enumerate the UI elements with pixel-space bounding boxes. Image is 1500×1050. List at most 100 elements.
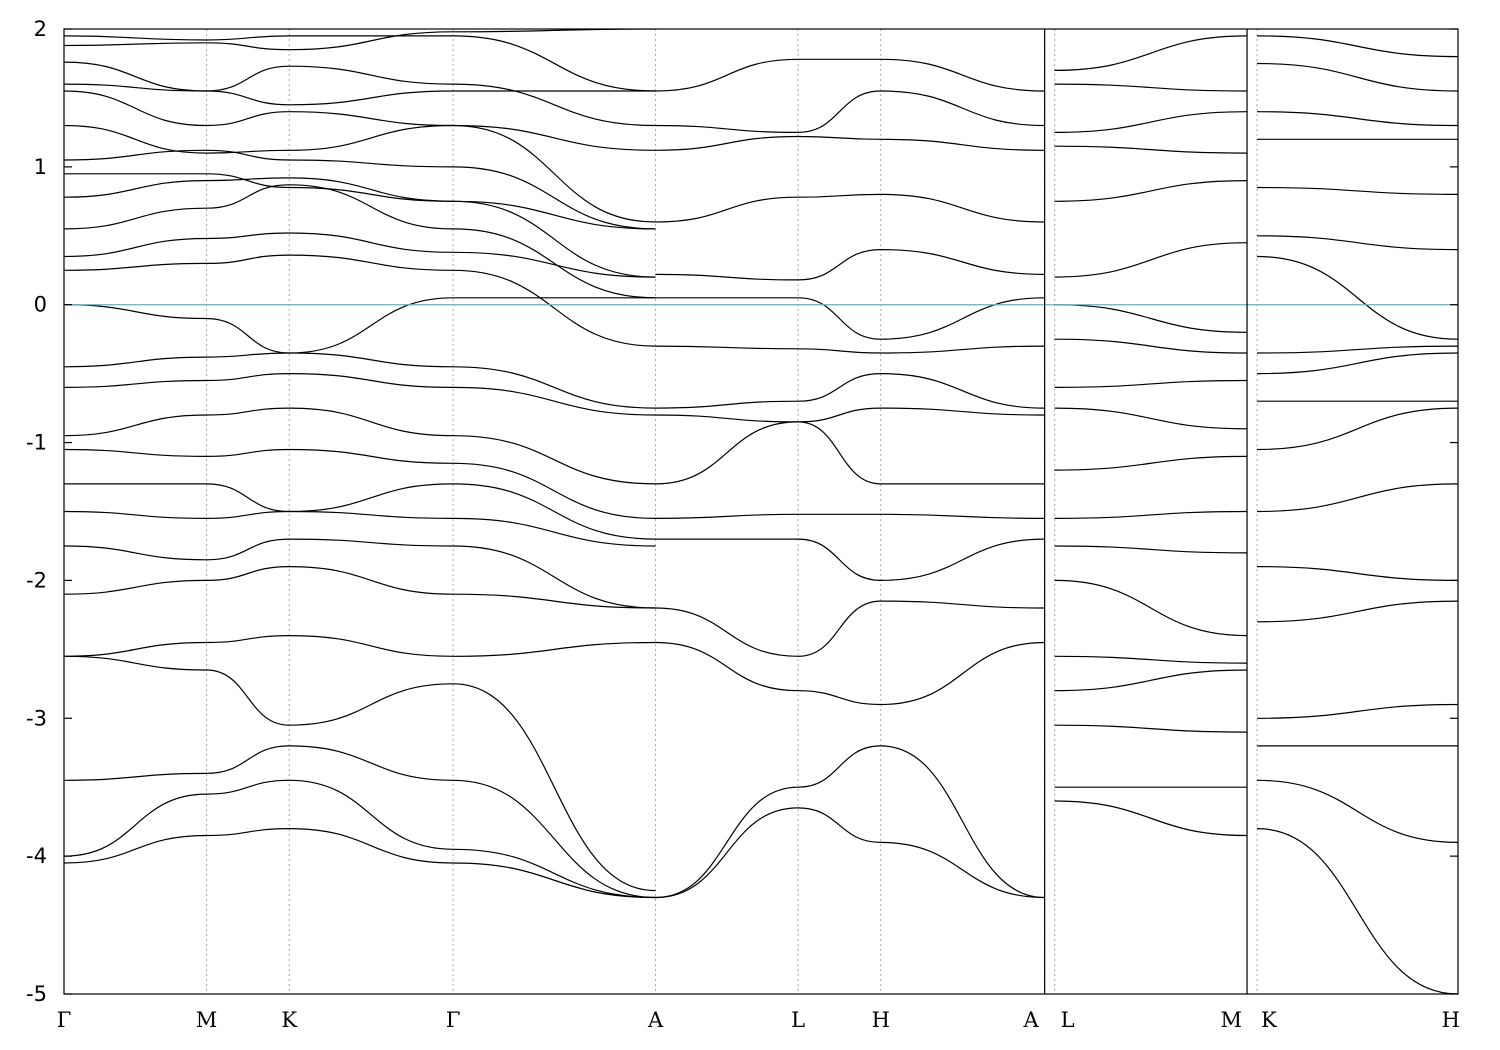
band-line-68 bbox=[1256, 345, 1458, 354]
band-line-55 bbox=[1054, 579, 1248, 637]
band-line-67 bbox=[1256, 255, 1458, 340]
band-line-61 bbox=[1256, 35, 1458, 58]
band-line-41 bbox=[655, 807, 1045, 899]
y-tick-label-0: -5 bbox=[26, 982, 47, 1006]
band-line-23 bbox=[64, 745, 656, 899]
x-kpoint-label-2: K bbox=[281, 1008, 297, 1032]
band-line-9 bbox=[64, 184, 656, 299]
band-line-17 bbox=[64, 483, 656, 540]
x-kpoint-label-5: L bbox=[791, 1008, 805, 1032]
band-line-0 bbox=[64, 35, 656, 92]
y-tick-label-3: -2 bbox=[26, 568, 47, 592]
band-line-75 bbox=[1256, 703, 1458, 719]
band-line-22 bbox=[64, 655, 656, 892]
plot-frame bbox=[63, 28, 1459, 995]
band-line-50 bbox=[1054, 379, 1248, 388]
band-line-24 bbox=[64, 779, 656, 899]
band-line-53 bbox=[1054, 510, 1248, 519]
band-line-3 bbox=[64, 83, 656, 106]
band-line-34 bbox=[655, 407, 1045, 423]
y-tick-label-4: -1 bbox=[26, 431, 47, 455]
band-line-10 bbox=[64, 232, 656, 278]
band-line-19 bbox=[64, 538, 656, 609]
band-line-56 bbox=[1054, 655, 1248, 664]
band-line-40 bbox=[655, 745, 1045, 899]
band-line-6 bbox=[64, 149, 656, 230]
band-line-74 bbox=[1256, 600, 1458, 623]
y-axis-ticks: -5 -4 -3 -2 -1 0 1 2 bbox=[26, 17, 1458, 1006]
band-line-8 bbox=[64, 177, 656, 278]
x-kpoint-label-11: H bbox=[1442, 1008, 1460, 1032]
band-line-39 bbox=[655, 641, 1045, 706]
band-line-46 bbox=[1054, 180, 1248, 202]
band-line-72 bbox=[1256, 483, 1458, 513]
band-line-71 bbox=[1256, 407, 1458, 451]
band-line-52 bbox=[1054, 455, 1248, 471]
band-line-78 bbox=[1256, 828, 1458, 994]
band-line-51 bbox=[1054, 407, 1248, 430]
band-line-15 bbox=[64, 407, 656, 485]
band-line-63 bbox=[1256, 111, 1458, 127]
band-line-36 bbox=[655, 513, 1045, 519]
x-kpoint-label-7: A bbox=[1022, 1008, 1039, 1032]
band-line-49 bbox=[1054, 338, 1248, 354]
band-line-69 bbox=[1256, 352, 1458, 375]
band-line-29 bbox=[655, 193, 1045, 223]
x-kpoint-label-9: M bbox=[1221, 1008, 1243, 1032]
band-lines bbox=[64, 29, 1458, 994]
band-line-25 bbox=[64, 827, 656, 899]
band-line-18 bbox=[64, 510, 656, 547]
band-line-38 bbox=[655, 600, 1045, 657]
x-kpoint-label-1: M bbox=[196, 1008, 218, 1032]
band-line-13 bbox=[64, 352, 656, 409]
band-line-62 bbox=[1256, 62, 1458, 92]
band-line-28 bbox=[655, 135, 1045, 151]
x-kpoint-label-0: Γ bbox=[57, 1008, 72, 1032]
band-line-5 bbox=[64, 124, 656, 223]
y-tick-label-5: 0 bbox=[34, 293, 47, 317]
x-kpoint-label-4: A bbox=[647, 1008, 664, 1032]
band-line-14 bbox=[64, 372, 656, 416]
x-kpoint-label-6: H bbox=[872, 1008, 890, 1032]
band-line-42 bbox=[1054, 35, 1248, 71]
y-tick-label-2: -3 bbox=[26, 706, 47, 730]
band-line-57 bbox=[1054, 669, 1248, 692]
y-tick-label-7: 2 bbox=[34, 17, 47, 41]
band-line-11 bbox=[64, 254, 656, 347]
band-line-35 bbox=[655, 421, 1045, 485]
band-line-65 bbox=[1256, 186, 1458, 195]
y-tick-label-1: -4 bbox=[26, 844, 47, 868]
band-line-48 bbox=[1054, 304, 1248, 333]
band-line-26 bbox=[655, 58, 1045, 92]
band-line-45 bbox=[1054, 145, 1248, 154]
x-kpoint-label-8: L bbox=[1061, 1008, 1075, 1032]
band-line-16 bbox=[64, 448, 656, 519]
band-line-47 bbox=[1054, 242, 1248, 278]
band-line-32 bbox=[655, 345, 1045, 354]
band-line-21 bbox=[64, 634, 656, 657]
band-line-4 bbox=[64, 90, 656, 151]
band-line-7 bbox=[64, 173, 656, 230]
x-kpoint-label-10: K bbox=[1261, 1008, 1277, 1032]
band-line-1 bbox=[64, 29, 656, 51]
band-line-33 bbox=[655, 372, 1045, 409]
band-line-44 bbox=[1054, 111, 1248, 133]
y-tick-label-6: 1 bbox=[34, 155, 47, 179]
band-line-27 bbox=[655, 90, 1045, 134]
x-kpoint-label-3: Γ bbox=[446, 1008, 461, 1032]
band-line-73 bbox=[1256, 566, 1458, 581]
band-line-58 bbox=[1054, 724, 1248, 733]
band-line-66 bbox=[1256, 235, 1458, 251]
band-line-54 bbox=[1054, 545, 1248, 554]
band-line-31 bbox=[655, 297, 1045, 340]
band-line-2 bbox=[64, 61, 656, 127]
band-line-12 bbox=[64, 297, 656, 354]
band-line-37 bbox=[655, 538, 1045, 582]
band-line-30 bbox=[655, 248, 1045, 281]
path-break-lines bbox=[1044, 29, 1248, 994]
band-line-60 bbox=[1054, 800, 1248, 837]
band-line-20 bbox=[64, 565, 656, 609]
